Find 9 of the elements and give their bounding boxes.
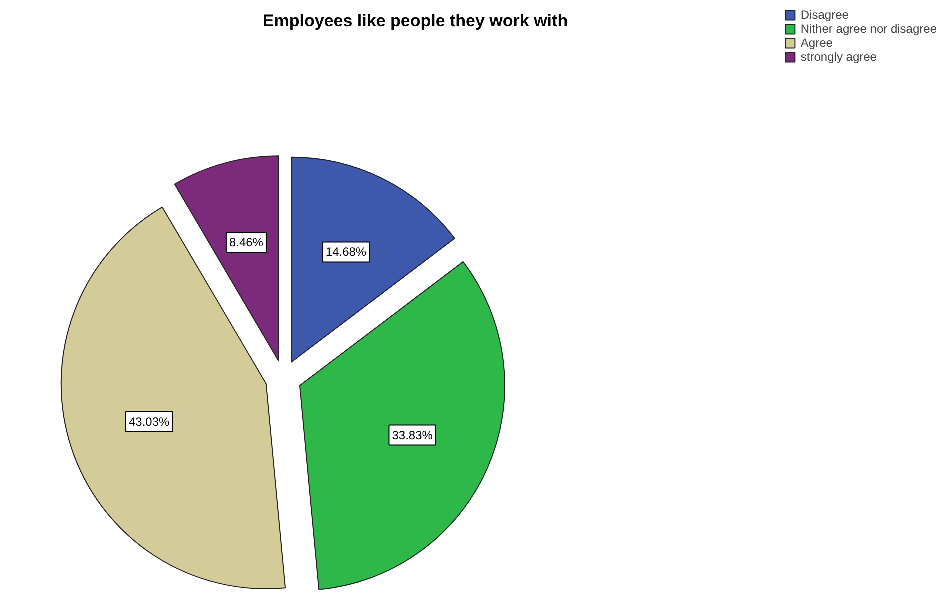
data-label: 43.03% — [128, 414, 170, 429]
data-label: 8.46% — [229, 235, 264, 250]
legend-label: Disagree — [800, 8, 849, 22]
data-label: 33.83% — [392, 428, 434, 442]
legend-label: strongly agree — [800, 50, 877, 64]
legend-label: Agree — [800, 36, 833, 50]
chart-title: Employees like people they work with — [262, 12, 568, 30]
legend-label: Nither agree nor disagree — [800, 22, 937, 36]
data-label: 14.68% — [326, 245, 367, 260]
